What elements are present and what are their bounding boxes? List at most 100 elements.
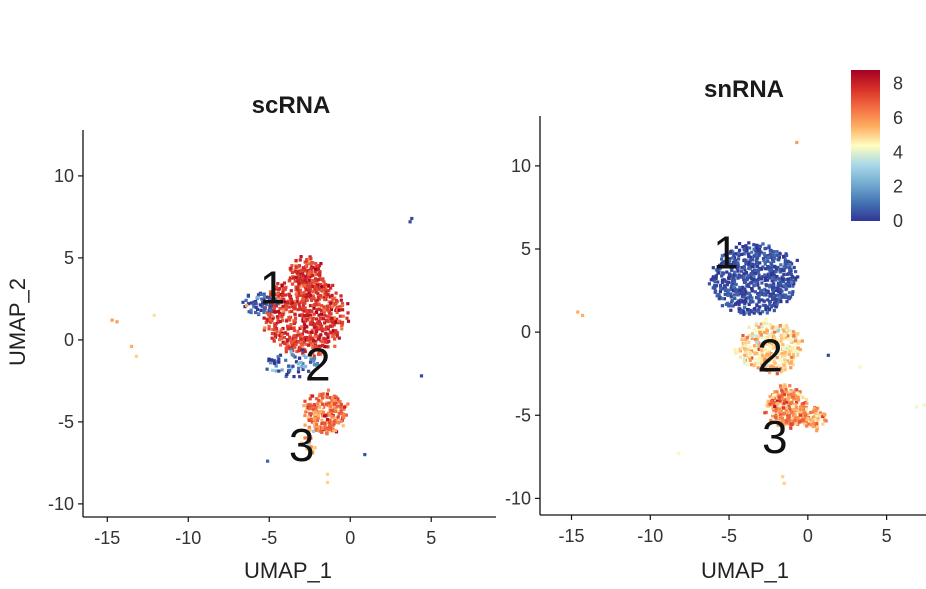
scrna-cell-point	[301, 361, 305, 366]
snrna-cell-point	[782, 254, 786, 259]
scrna-cell-point	[281, 326, 285, 331]
scrna-cell-point	[277, 357, 281, 361]
snrna-cell-point	[796, 416, 800, 420]
snrna-cell-point	[784, 282, 788, 286]
snrna-cell-point	[779, 420, 783, 425]
snrna-x-tick-label: 0	[803, 526, 813, 546]
scrna-cell-point	[295, 349, 299, 354]
scrna-cell-point	[303, 278, 307, 282]
snrna-cell-point	[727, 276, 731, 280]
snrna-cell-point	[762, 251, 766, 255]
snrna-cell-point	[759, 291, 763, 295]
snrna-cell-point	[775, 275, 779, 279]
scrna-cell-point	[330, 411, 334, 415]
scrna-cell-point	[316, 278, 321, 282]
scrna-cell-point	[274, 333, 278, 337]
snrna-cell-point	[737, 273, 741, 277]
scrna-cell-point	[310, 270, 314, 274]
scrna-cell-point	[292, 321, 296, 326]
scrna-cell-point	[340, 320, 345, 324]
scrna-cell-point	[299, 332, 303, 336]
scrna-cell-point	[317, 352, 321, 356]
scrna-cell-point	[275, 329, 279, 334]
snrna-cell-point	[715, 268, 719, 272]
snrna-cell-point	[742, 277, 746, 282]
snrna-cell-point	[757, 335, 761, 339]
scrna-cell-point	[272, 307, 276, 311]
snrna-cell-point	[768, 302, 772, 306]
snrna-cell-point	[741, 334, 745, 338]
scrna-cell-point	[312, 354, 316, 358]
scrna-cell-point	[262, 316, 266, 320]
scrna-cell-point	[307, 289, 311, 293]
snrna-cell-point	[771, 253, 775, 257]
scrna-cell-point	[302, 292, 306, 297]
snrna-cell-point	[787, 417, 791, 421]
scrna-cluster-label: 3	[289, 419, 315, 471]
snrna-cell-point	[742, 265, 746, 269]
scrna-cell-point	[289, 350, 293, 354]
snrna-cell-point	[778, 291, 782, 295]
scrna-cell-point	[263, 307, 267, 311]
scrna-cell-point	[293, 338, 297, 342]
snrna-cell-point	[765, 311, 769, 315]
snrna-cell-point	[745, 335, 749, 340]
snrna-cell-point	[771, 346, 775, 350]
snrna-cell-point	[780, 416, 784, 420]
snrna-cell-point	[723, 261, 727, 265]
scrna-cell-point	[320, 402, 324, 406]
snrna-cell-point	[738, 292, 742, 296]
scrna-cell-point	[304, 295, 308, 299]
snrna-cell-point	[773, 278, 777, 282]
snrna-cell-point	[795, 388, 799, 392]
snrna-cell-point	[743, 298, 747, 303]
snrna-cell-point	[777, 258, 781, 262]
snrna-cell-point	[773, 415, 777, 419]
snrna-cell-point	[818, 413, 822, 417]
scrna-cell-point	[317, 264, 321, 268]
scrna-cell-point	[276, 294, 280, 298]
snrna-cell-point	[791, 290, 795, 294]
scrna-cell-point	[307, 425, 311, 429]
snrna-cell-point	[766, 265, 770, 269]
scrna-cell-point	[332, 323, 336, 327]
scrna-cell-point	[290, 270, 294, 275]
snrna-cell-point	[786, 359, 790, 363]
scrna-cell-point	[339, 298, 343, 302]
snrna-cell-point	[778, 268, 782, 272]
snrna-cell-point	[770, 399, 774, 403]
snrna-cell-point	[748, 294, 752, 298]
snrna-cell-point	[764, 267, 768, 271]
scrna-cell-point	[283, 300, 287, 304]
snrna-cell-point	[786, 406, 790, 410]
snrna-cell-point	[732, 293, 736, 297]
snrna-cell-point	[734, 245, 738, 249]
snrna-cell-point	[747, 241, 751, 245]
scrna-cell-point	[270, 336, 274, 340]
snrna-cell-point	[778, 399, 782, 403]
snrna-cell-point	[761, 275, 765, 279]
scrna-cell-point	[321, 317, 326, 321]
scrna-cell-point	[275, 302, 279, 306]
scrna-cell-point	[269, 361, 273, 365]
scrna-cell-point	[333, 416, 337, 420]
scrna-cell-point	[324, 288, 328, 292]
scrna-cell-point	[308, 286, 312, 290]
scrna-cell-point	[329, 286, 333, 290]
scrna-cell-point	[276, 282, 280, 286]
scrna-outlier-point	[408, 220, 412, 224]
snrna-cell-point	[780, 351, 784, 355]
scrna-cell-point	[315, 307, 319, 312]
scrna-cell-point	[254, 310, 258, 315]
scrna-cell-point	[308, 334, 312, 338]
snrna-cell-point	[743, 342, 747, 346]
snrna-cell-point	[788, 334, 792, 338]
snrna-cell-point	[766, 273, 770, 277]
snrna-cell-point	[815, 425, 820, 429]
snrna-cell-point	[767, 356, 771, 360]
snrna-cell-point	[802, 411, 806, 415]
scrna-cell-point	[321, 277, 325, 281]
scrna-cell-point	[339, 404, 343, 408]
snrna-cell-point	[723, 253, 727, 257]
snrna-cell-point	[712, 285, 716, 289]
